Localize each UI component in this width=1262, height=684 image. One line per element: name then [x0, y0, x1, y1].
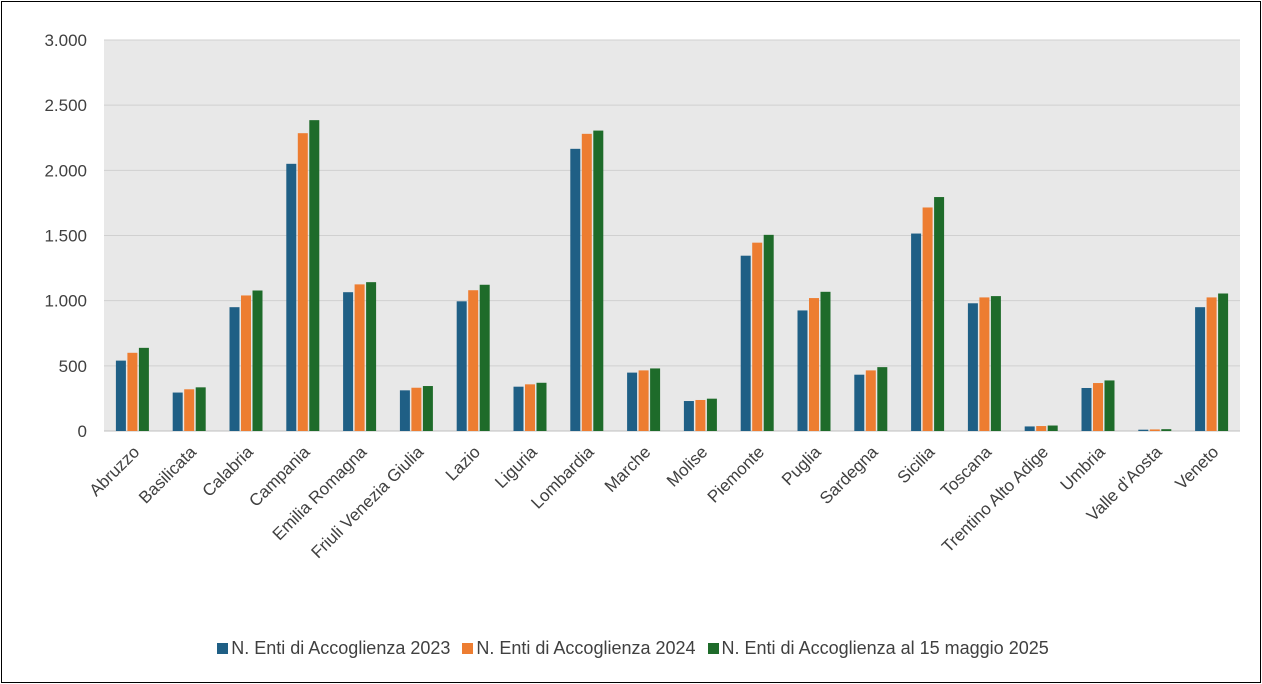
- bar-sicilia-s1: [911, 233, 922, 431]
- bar-abruzzo-s1: [115, 360, 126, 431]
- y-tick-label: 1.500: [44, 227, 87, 246]
- bar-abruzzo-s2: [127, 352, 138, 431]
- x-axis: AbruzzoBasilicataCalabriaCampaniaEmilia …: [86, 442, 1223, 562]
- bar-emilia-romagna-s3: [366, 282, 377, 431]
- bar-sicilia-s3: [934, 197, 945, 431]
- x-tick-label: Sardegna: [816, 442, 882, 508]
- x-tick-label: Piemonte: [704, 442, 768, 506]
- bar-emilia-romagna-s1: [343, 292, 354, 431]
- legend-label: N. Enti di Accoglienza 2023: [231, 638, 451, 658]
- bar-marche-s2: [638, 370, 649, 431]
- bar-friuli-venezia-giulia-s3: [422, 386, 433, 431]
- bar-sicilia-s2: [922, 207, 933, 431]
- bar-valle-d-aosta-s3: [1161, 429, 1172, 431]
- y-tick-label: 0: [78, 422, 87, 441]
- x-tick-label: Sicilia: [894, 442, 939, 487]
- x-tick-label: Calabria: [199, 442, 258, 501]
- x-tick-label: Trentino Alto Adige: [938, 442, 1052, 556]
- x-tick-label: Molise: [663, 442, 711, 490]
- legend-item: N. Enti di Accoglienza 2023: [217, 638, 450, 659]
- legend-swatch: [707, 643, 719, 654]
- x-tick-label: Friuli Venezia Giulia: [308, 442, 428, 562]
- bar-umbria-s1: [1081, 387, 1092, 431]
- x-tick-label: Toscana: [937, 442, 996, 501]
- bar-molise-s1: [683, 401, 694, 431]
- bar-liguria-s3: [536, 382, 547, 431]
- legend-label: N. Enti di Accoglienza 2024: [476, 638, 696, 658]
- bar-liguria-s2: [525, 384, 535, 431]
- bar-basilicata-s1: [172, 392, 183, 431]
- bar-piemonte-s2: [752, 242, 763, 431]
- y-tick-label: 2.500: [44, 96, 87, 115]
- y-tick-label: 1.000: [44, 292, 87, 311]
- bar-molise-s3: [706, 398, 717, 431]
- x-tick-label: Lazio: [442, 442, 484, 484]
- legend-item: N. Enti di Accoglienza 2024: [462, 638, 696, 659]
- bar-calabria-s1: [229, 307, 240, 431]
- bar-toscana-s1: [967, 303, 978, 431]
- bar-puglia-s1: [797, 310, 808, 431]
- bar-friuli-venezia-giulia-s2: [411, 387, 422, 431]
- legend: N. Enti di Accoglienza 2023 N. Enti di Ac…: [2, 638, 1262, 659]
- bar-puglia-s3: [820, 291, 831, 431]
- bar-piemonte-s3: [763, 234, 774, 431]
- legend-swatch: [217, 643, 229, 654]
- bar-umbria-s2: [1093, 383, 1103, 431]
- bar-lazio-s2: [468, 290, 479, 431]
- x-tick-label: Puglia: [778, 442, 825, 489]
- y-tick-label: 2.000: [44, 161, 87, 180]
- bar-basilicata-s2: [184, 389, 195, 431]
- bar-liguria-s1: [513, 386, 524, 431]
- bar-veneto-s3: [1218, 293, 1229, 431]
- bar-campania-s2: [297, 133, 308, 431]
- bar-abruzzo-s3: [138, 347, 149, 431]
- bar-lombardia-s3: [593, 130, 604, 431]
- bar-trentino-alto-adige-s1: [1024, 426, 1035, 431]
- bar-emilia-romagna-s2: [354, 284, 365, 431]
- bar-marche-s3: [650, 368, 661, 431]
- bar-lazio-s1: [456, 301, 467, 431]
- bar-trentino-alto-adige-s2: [1036, 426, 1047, 431]
- bar-sardegna-s3: [877, 367, 888, 431]
- bars: [115, 120, 1229, 432]
- bar-lazio-s3: [479, 284, 490, 431]
- bar-toscana-s3: [990, 296, 1001, 431]
- bar-sardegna-s2: [865, 370, 876, 431]
- bar-calabria-s3: [252, 290, 263, 431]
- bar-lombardia-s1: [570, 148, 581, 431]
- bar-friuli-venezia-giulia-s1: [399, 390, 410, 431]
- bar-valle-d-aosta-s1: [1138, 429, 1149, 431]
- bar-trentino-alto-adige-s3: [1047, 425, 1058, 431]
- bar-toscana-s2: [979, 297, 990, 431]
- bar-piemonte-s1: [740, 255, 751, 431]
- bar-molise-s2: [695, 399, 706, 431]
- x-tick-label: Lombardia: [527, 442, 598, 513]
- bar-campania-s3: [309, 120, 320, 431]
- bar-marche-s1: [627, 372, 638, 431]
- legend-item: N. Enti di Accoglienza al 15 maggio 2025: [707, 638, 1049, 659]
- x-tick-label: Marche: [601, 442, 655, 496]
- x-tick-label: Liguria: [491, 442, 541, 492]
- bar-veneto-s2: [1206, 297, 1217, 431]
- bar-calabria-s2: [241, 295, 251, 431]
- x-tick-label: Abruzzo: [86, 442, 144, 500]
- x-tick-label: Veneto: [1172, 442, 1223, 493]
- x-tick-label: Umbria: [1057, 442, 1110, 495]
- bar-basilicata-s3: [195, 387, 206, 431]
- bar-sardegna-s1: [854, 374, 865, 431]
- y-tick-label: 3.000: [44, 31, 87, 50]
- bar-campania-s1: [286, 163, 297, 432]
- y-tick-label: 500: [59, 357, 87, 376]
- x-tick-label: Basilicata: [135, 442, 200, 507]
- legend-swatch: [462, 643, 474, 654]
- bar-chart: 0 500 1.000 1.500 2.000 2.500 3.000 AbruzzoBas…: [44, 31, 1240, 562]
- bar-lombardia-s2: [581, 133, 592, 431]
- bar-veneto-s1: [1195, 307, 1206, 431]
- bar-puglia-s2: [809, 298, 819, 431]
- bar-valle-d-aosta-s2: [1149, 429, 1160, 431]
- legend-label: N. Enti di Accoglienza al 15 maggio 2025: [721, 638, 1049, 658]
- bar-umbria-s3: [1104, 380, 1115, 431]
